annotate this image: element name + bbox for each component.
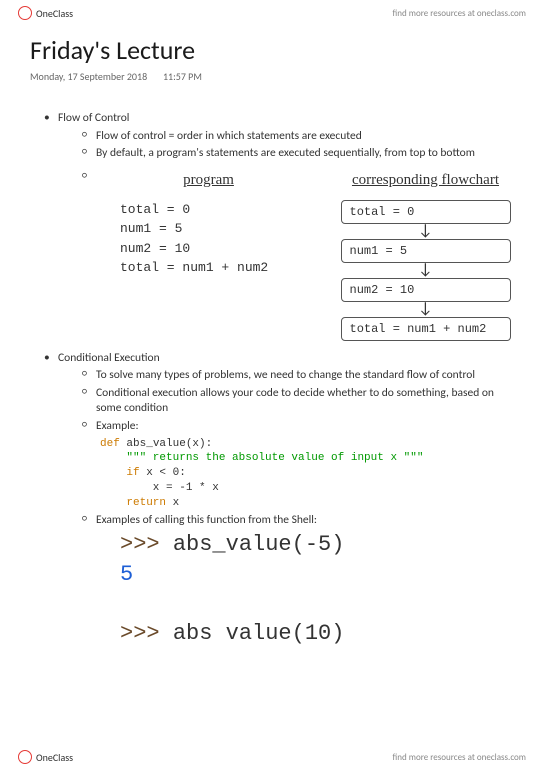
flowchart-heading: corresponding flowchart	[337, 170, 514, 190]
shell-output-1: 5	[120, 562, 133, 587]
program-line-0: total = 0	[120, 202, 190, 217]
section1-item-1: By default, a program's statements are e…	[80, 146, 514, 162]
arrow-down-icon: ↓	[337, 302, 514, 317]
brand-name: OneClass	[36, 7, 73, 20]
program-heading: program	[120, 170, 297, 190]
section2-item-2: Example:	[80, 419, 514, 435]
page-title: Friday's Lecture	[30, 34, 514, 66]
logo-circle-icon	[18, 750, 32, 764]
flowchart-column: corresponding flowchart total = 0 ↓ num1…	[337, 170, 514, 341]
return-rest: x	[166, 497, 179, 509]
section2-item-1: Conditional execution allows your code t…	[80, 386, 514, 417]
footer-bar: OneClass find more resources at oneclass…	[0, 744, 544, 770]
section1-items: Flow of control = order in which stateme…	[58, 129, 514, 341]
program-column: program total = 0 num1 = 5 num2 = 10 tot…	[120, 170, 297, 341]
arrow-down-icon: ↓	[337, 224, 514, 239]
kw-if: if	[126, 467, 139, 479]
brand-name-footer: OneClass	[36, 751, 73, 764]
shell-prompt-2: >>>	[120, 621, 173, 646]
tagline-footer: find more resources at oneclass.com	[393, 752, 526, 763]
shell-example: >>> abs_value(-5) 5 >>> abs value(10)	[120, 530, 514, 649]
section2-items-b: Examples of calling this function from t…	[58, 513, 514, 529]
python-example-code: def abs_value(x): """ returns the absolu…	[100, 437, 514, 511]
if-rest: x < 0:	[140, 467, 186, 479]
shell-call-2: abs value(10)	[173, 621, 345, 646]
program-line-2: num2 = 10	[120, 241, 190, 256]
header-bar: OneClass find more resources at oneclass…	[0, 0, 544, 26]
brand-logo: OneClass	[18, 6, 73, 20]
program-line-3: total = num1 + num2	[120, 260, 268, 275]
section2-heading-text: Conditional Execution	[58, 351, 160, 365]
section1-heading: Flow of Control Flow of control = order …	[40, 111, 514, 341]
kw-def: def	[100, 438, 120, 450]
note-date: Monday, 17 September 2018	[30, 70, 147, 83]
tagline: find more resources at oneclass.com	[393, 8, 526, 19]
section-conditional-execution: Conditional Execution To solve many type…	[30, 351, 514, 649]
note-time: 11:57 PM	[163, 70, 202, 83]
section2-items: To solve many types of problems, we need…	[58, 368, 514, 434]
shell-call-1: abs_value(-5)	[173, 532, 345, 557]
section2-item-0: To solve many types of problems, we need…	[80, 368, 514, 384]
logo-circle-icon	[18, 6, 32, 20]
section1-diagram-item: program total = 0 num1 = 5 num2 = 10 tot…	[80, 170, 514, 341]
section1-item-0: Flow of control = order in which stateme…	[80, 129, 514, 145]
defline-rest: abs_value(x):	[120, 438, 212, 450]
section2-item-3: Examples of calling this function from t…	[80, 513, 514, 529]
section1-heading-text: Flow of Control	[58, 111, 129, 125]
page-subtitle: Monday, 17 September 2018 11:57 PM	[30, 70, 514, 83]
page-content: Friday's Lecture Monday, 17 September 20…	[0, 26, 544, 649]
docstring: """ returns the absolute value of input …	[126, 452, 423, 464]
flow-box-3: total = num1 + num2	[341, 317, 511, 341]
brand-logo-footer: OneClass	[18, 750, 73, 764]
section-flow-of-control: Flow of Control Flow of control = order …	[30, 111, 514, 341]
arrow-down-icon: ↓	[337, 263, 514, 278]
program-flowchart-diagram: program total = 0 num1 = 5 num2 = 10 tot…	[120, 170, 514, 341]
section2-heading: Conditional Execution To solve many type…	[40, 351, 514, 649]
shell-prompt-1: >>>	[120, 532, 173, 557]
program-line-1: num1 = 5	[120, 221, 182, 236]
if-body: x = -1 * x	[100, 482, 219, 494]
program-code: total = 0 num1 = 5 num2 = 10 total = num…	[120, 200, 297, 278]
kw-return: return	[126, 497, 166, 509]
